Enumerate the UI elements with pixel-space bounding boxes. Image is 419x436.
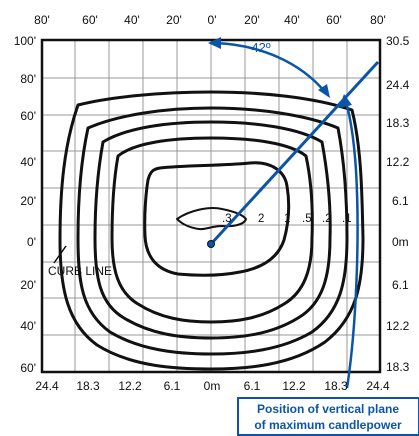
right-label: 6.1	[392, 278, 409, 292]
top-label: 60'	[82, 13, 98, 27]
left-label: 100'	[14, 34, 36, 48]
right-label: 0m	[392, 235, 409, 249]
angle-label: 42º	[251, 40, 270, 55]
vertical-plane-line	[209, 60, 380, 246]
annotation-box	[237, 397, 419, 436]
contour-0.2	[76, 106, 349, 356]
contour-label: .5	[302, 213, 312, 225]
top-label: 80'	[370, 13, 386, 27]
bottom-label: 12.2	[118, 379, 142, 393]
bottom-meter-axis: 24.4 18.3 12.2 6.1 0m 6.1 12.2 18.3 24.4	[35, 379, 390, 393]
callout-pointer	[344, 101, 359, 389]
luminaire-position	[207, 240, 215, 248]
max-candlepower-annotation	[207, 37, 380, 389]
left-label: 60'	[20, 109, 36, 123]
contour-label: .1	[342, 213, 352, 225]
left-label: 0'	[27, 235, 36, 249]
isofootcandle-contours	[58, 90, 365, 371]
left-label: 20'	[20, 194, 36, 208]
top-label: 20'	[166, 13, 182, 27]
right-label: 12.2	[386, 319, 410, 333]
left-label: 40'	[20, 319, 36, 333]
contour-3	[176, 207, 247, 231]
bottom-label: 24.4	[35, 379, 59, 393]
callout-arrowhead	[339, 94, 352, 108]
contour-value-labels: .3 2 1 .5 .2 .1	[222, 213, 352, 225]
curb-line-tick	[53, 245, 67, 264]
right-label: 12.2	[386, 155, 410, 169]
top-label: 40'	[284, 13, 300, 27]
top-label: 80'	[34, 13, 50, 27]
plot-frame	[40, 38, 382, 374]
bottom-label: 6.1	[244, 379, 261, 393]
angle-arc	[215, 41, 326, 93]
left-feet-axis: 100' 80' 60' 40' 20' 0' 20' 40' 60'	[14, 34, 36, 375]
contour-label: .2	[322, 213, 332, 225]
annotation-line-1: Position of vertical plane	[257, 402, 399, 416]
curb-line-label: CURB LINE	[48, 264, 112, 278]
top-label: 60'	[326, 13, 342, 27]
top-label: 20'	[244, 13, 260, 27]
contour-2	[143, 161, 291, 277]
contour-label: 1	[284, 213, 290, 225]
bottom-label: 18.3	[324, 379, 348, 393]
bottom-label: 0m	[204, 379, 221, 393]
right-label: 18.3	[386, 116, 410, 130]
contour-0.1	[58, 90, 365, 371]
top-label: 40'	[124, 13, 140, 27]
contour-label: .3	[222, 213, 232, 225]
left-label: 20'	[20, 278, 36, 292]
top-feet-axis: 80' 60' 40' 20' 0' 20' 40' 60' 80'	[34, 13, 386, 27]
right-label: 24.4	[386, 78, 410, 92]
right-label: 6.1	[392, 194, 409, 208]
top-label: 0'	[208, 13, 217, 27]
right-meter-axis: 30.5 24.4 18.3 12.2 6.1 0m 6.1 12.2 18.3	[386, 34, 410, 374]
bottom-label: 12.2	[282, 379, 306, 393]
bottom-label: 24.4	[366, 379, 390, 393]
right-label: 18.3	[386, 360, 410, 374]
contour-1	[110, 136, 314, 324]
bottom-label: 6.1	[164, 379, 181, 393]
annotation-line-2: of maximum candlepower	[254, 418, 402, 432]
contour-label: 2	[258, 213, 264, 225]
left-label: 60'	[20, 361, 36, 375]
bottom-label: 18.3	[76, 379, 100, 393]
angle-arrowhead-right	[318, 84, 330, 98]
contour-0.5	[93, 120, 332, 340]
left-label: 80'	[20, 72, 36, 86]
left-label: 40'	[20, 155, 36, 169]
right-label: 30.5	[386, 34, 410, 48]
angle-arrowhead-left	[208, 37, 221, 49]
